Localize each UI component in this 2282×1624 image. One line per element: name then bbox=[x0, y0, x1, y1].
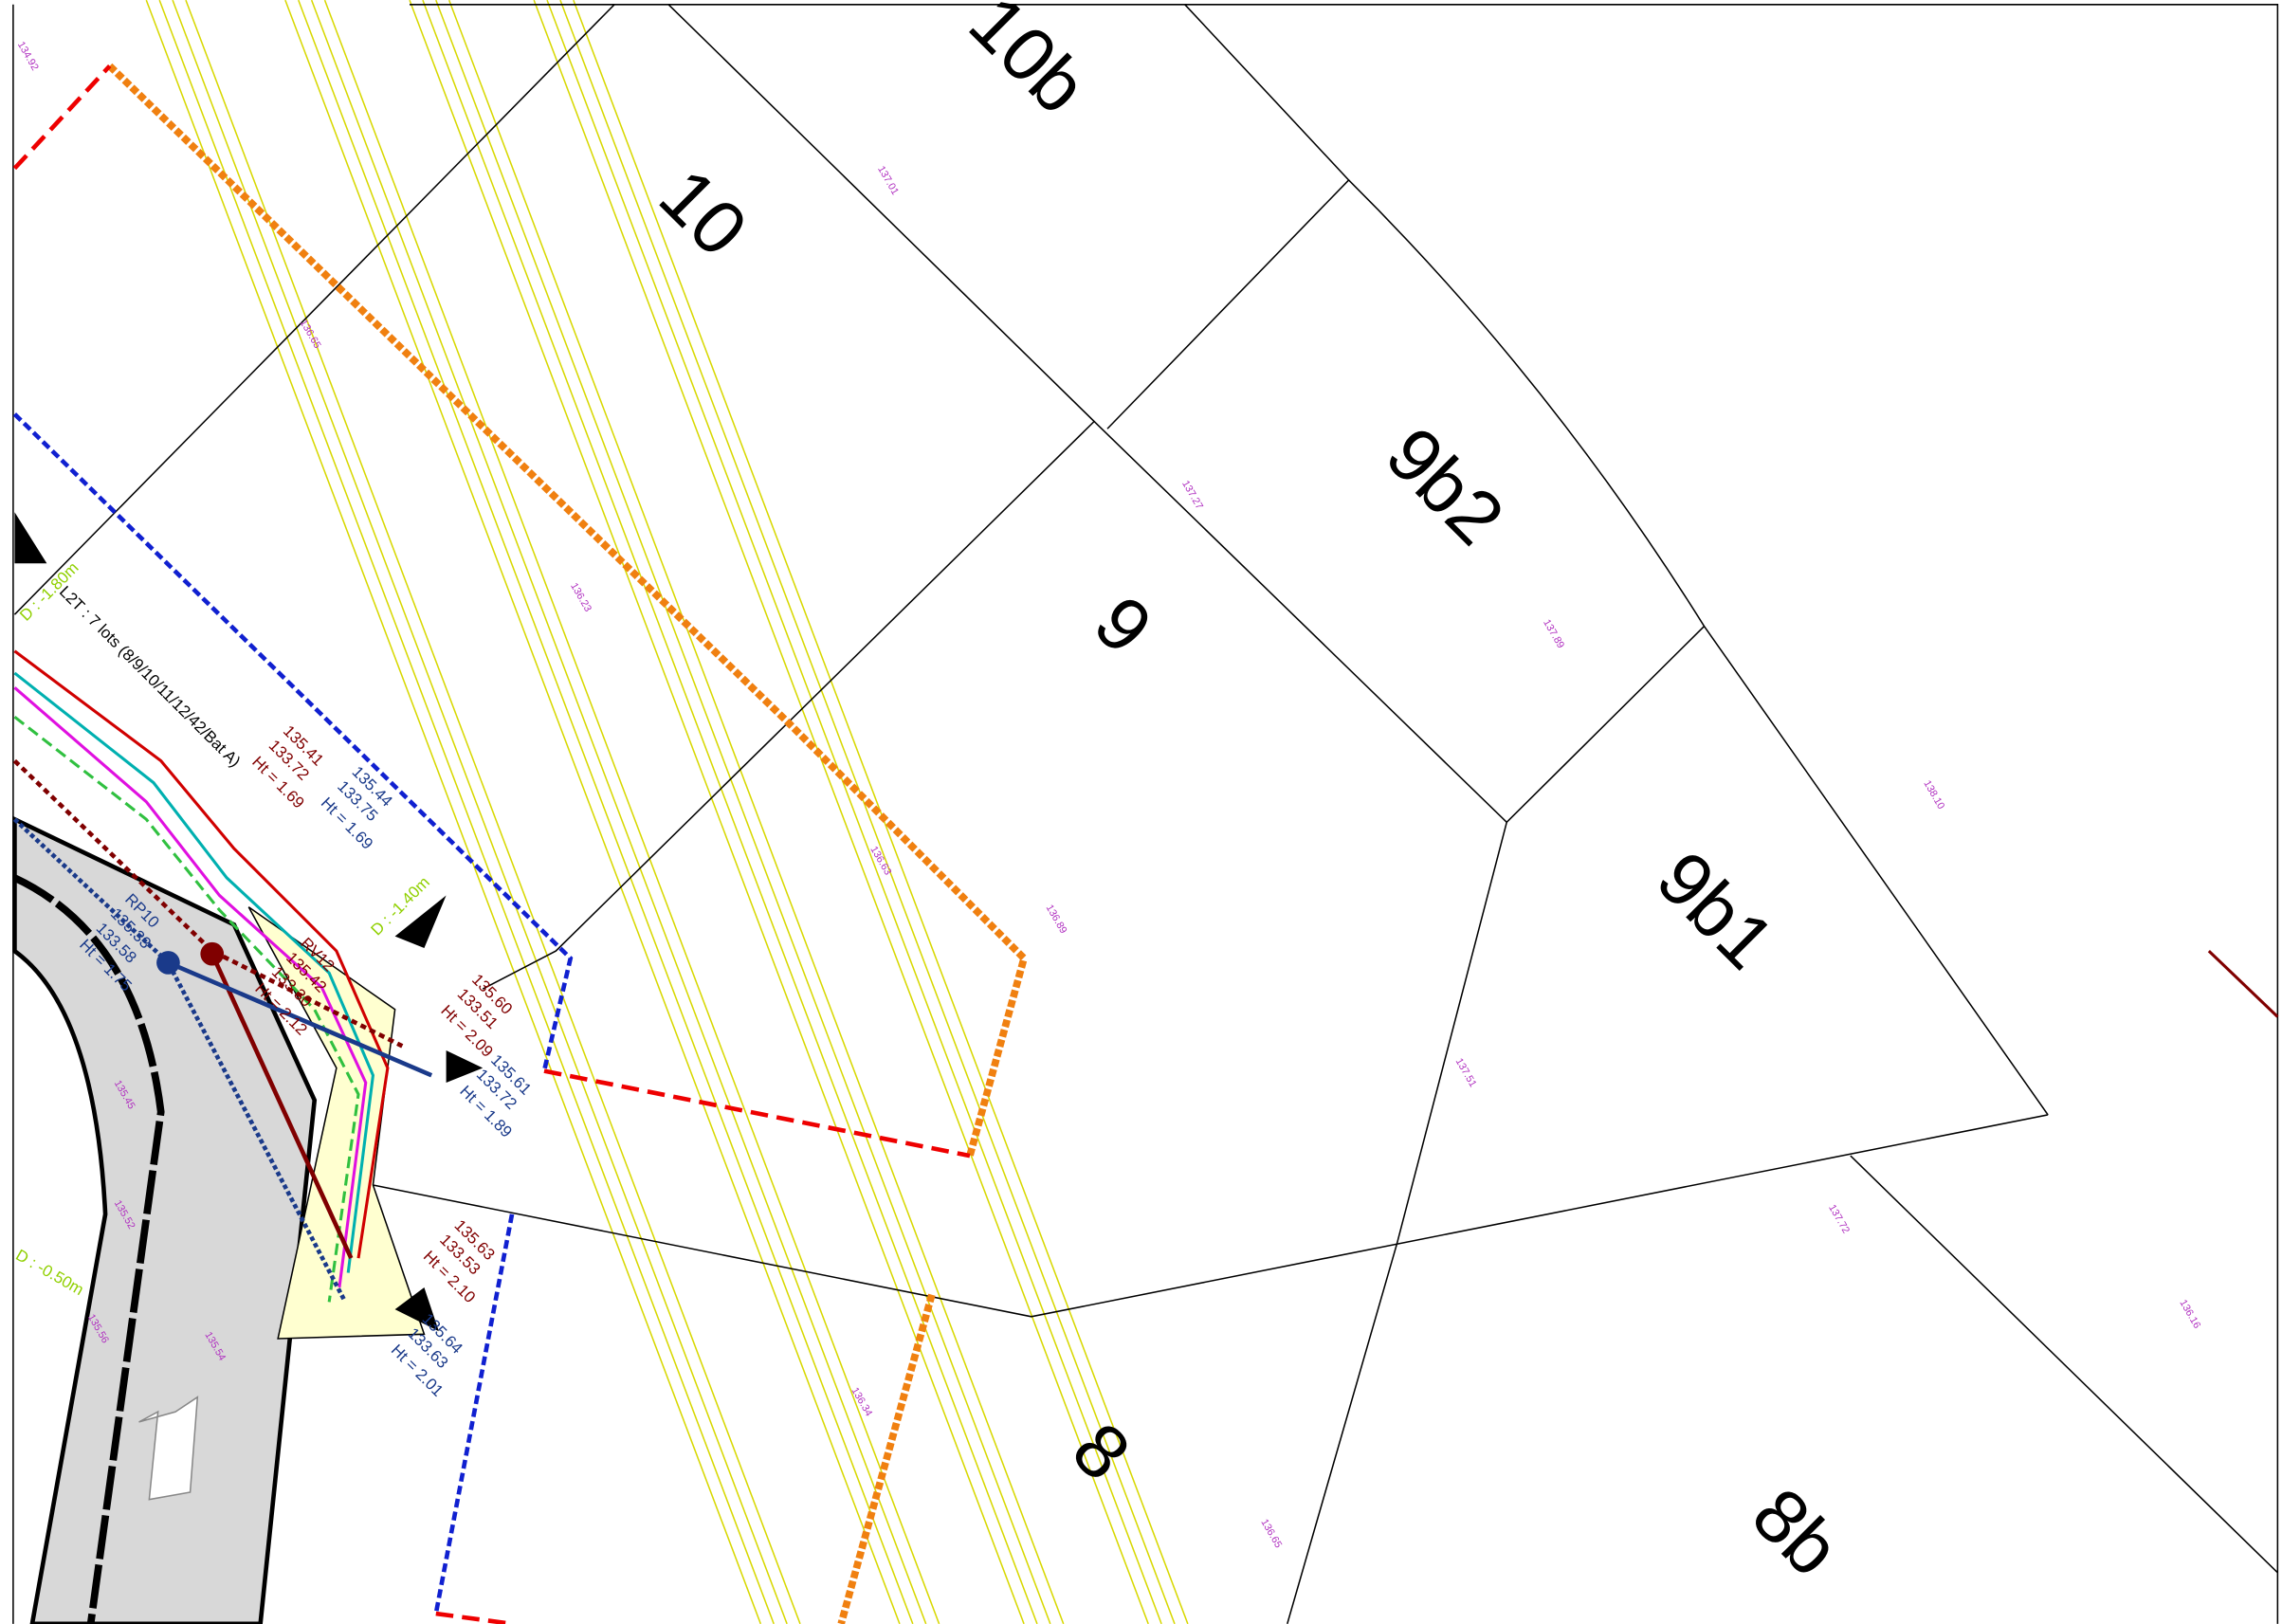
manhole bbox=[156, 951, 180, 975]
page: {"lots": ["10b", "10", "9b2", "9", "9b1"… bbox=[0, 0, 2282, 1624]
site-plan: 10b109b299b188bL2T : 7 lots (8/9/10/11/1… bbox=[0, 0, 2282, 1624]
manhole bbox=[200, 942, 224, 966]
